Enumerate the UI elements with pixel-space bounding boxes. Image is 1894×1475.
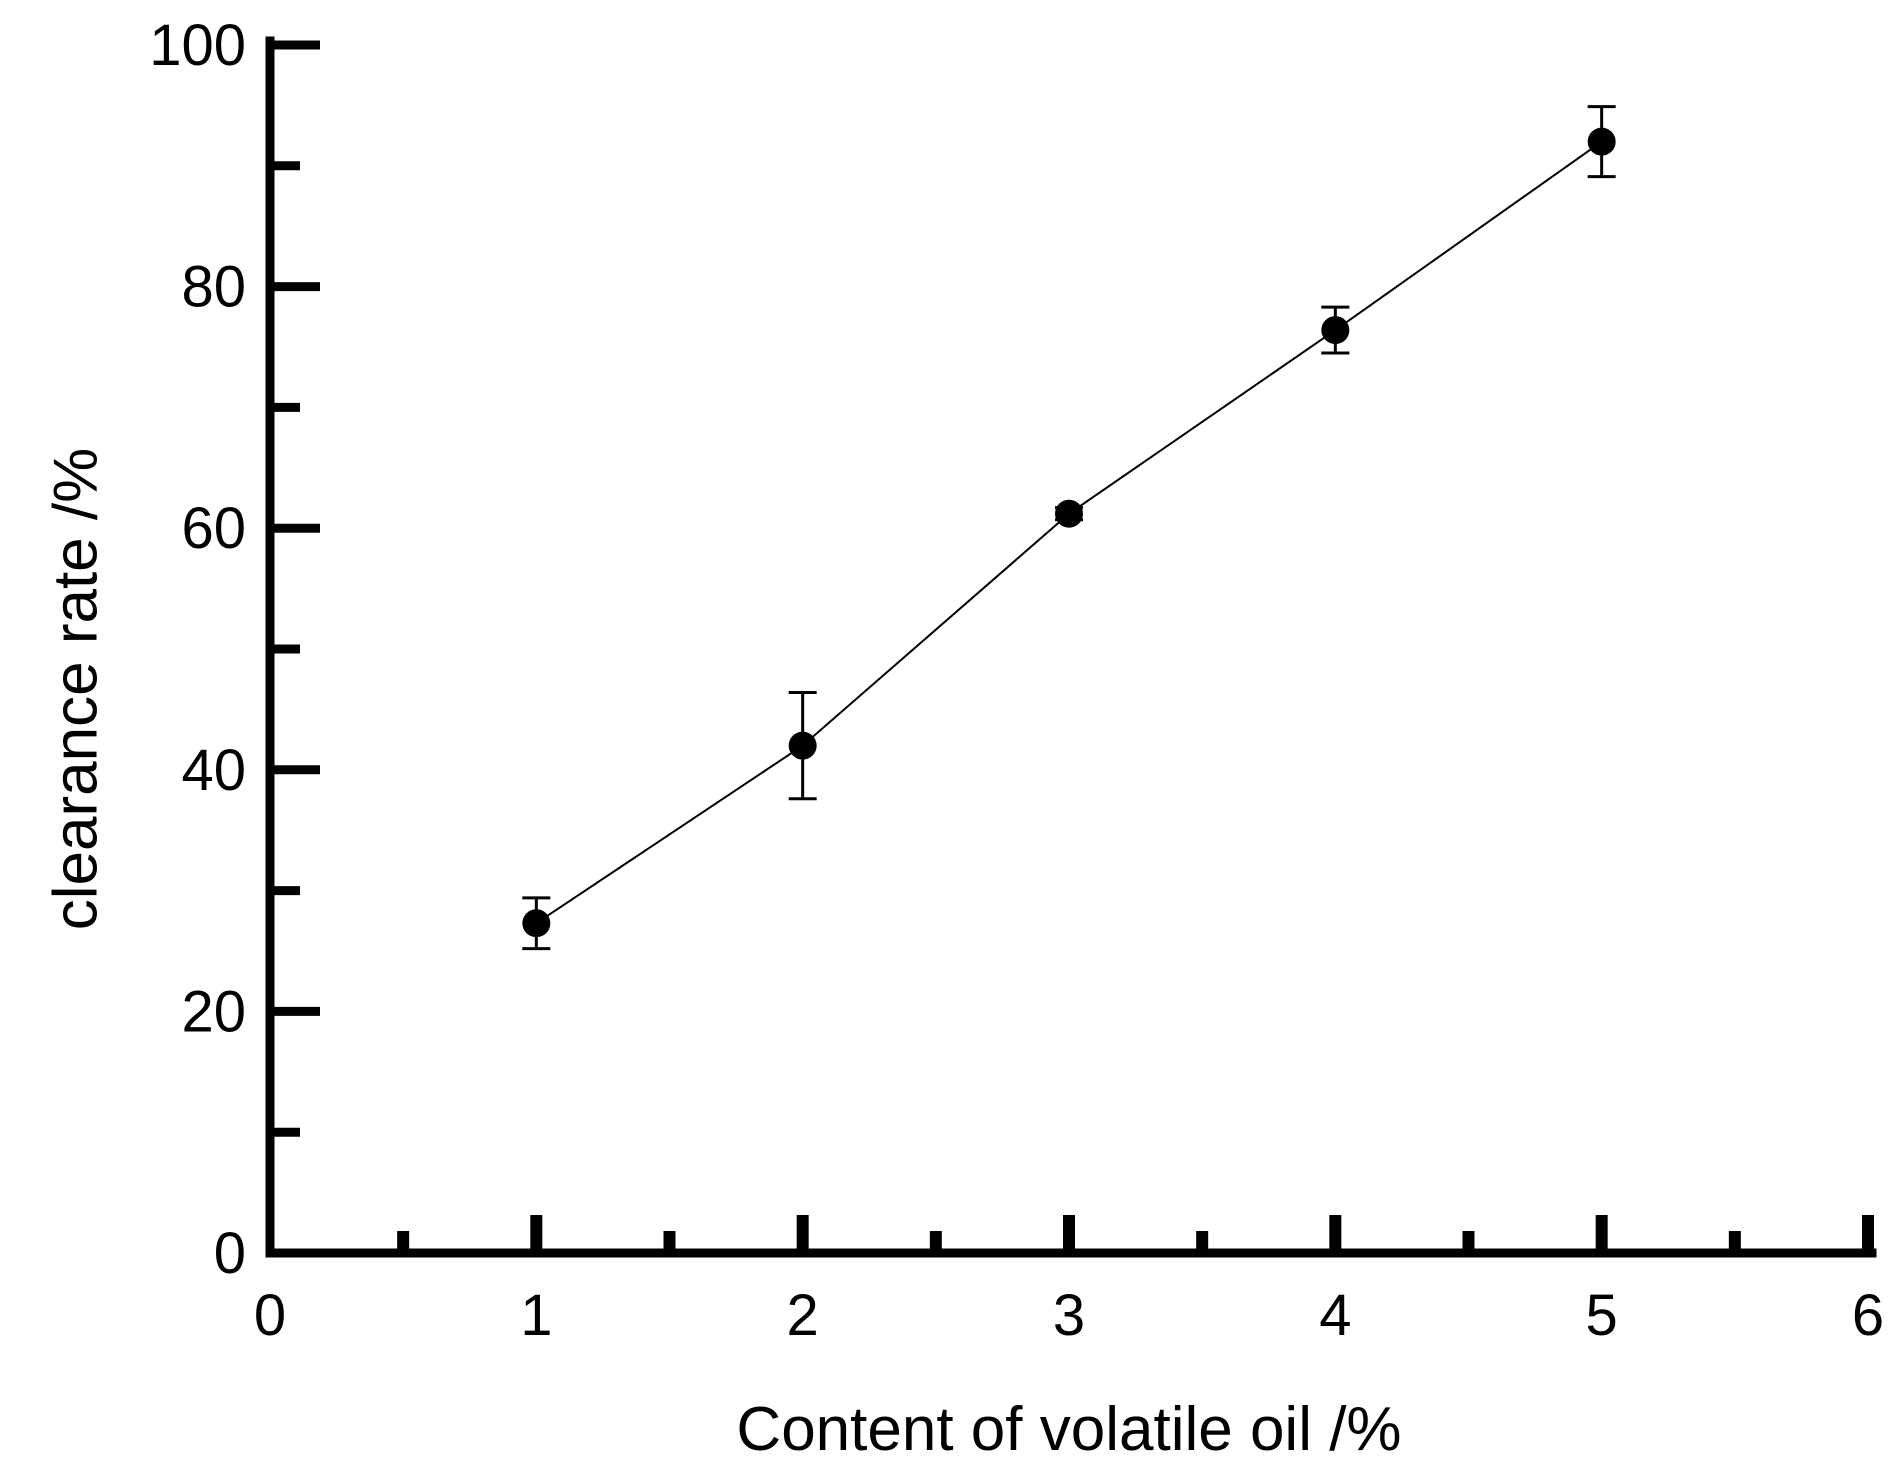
y-tick-label: 100 (149, 13, 246, 78)
x-tick-label: 1 (520, 1283, 552, 1348)
y-axis-title: clearance rate /% (41, 448, 110, 930)
data-point (1055, 499, 1083, 528)
y-tick-label: 0 (214, 1221, 246, 1286)
data-point (1587, 127, 1616, 156)
y-tick-label: 40 (181, 738, 246, 803)
axes (265, 36, 1877, 1258)
data-point (1321, 316, 1350, 345)
x-axis-title: Content of volatile oil /% (736, 1395, 1401, 1464)
y-tick-label: 20 (181, 979, 246, 1044)
series-line (535, 140, 1603, 925)
series-line-group (535, 140, 1603, 925)
ticks (270, 40, 1874, 1253)
x-tick-label: 4 (1319, 1283, 1351, 1348)
x-tick-label: 2 (787, 1283, 819, 1348)
x-tick-label: 5 (1586, 1283, 1618, 1348)
x-tick-label: 3 (1053, 1283, 1085, 1348)
x-tick-label: 0 (254, 1283, 286, 1348)
x-tick-label: 6 (1852, 1283, 1884, 1348)
y-tick-label: 60 (181, 496, 246, 561)
data-points (522, 127, 1616, 938)
data-point (788, 731, 817, 760)
data-point (522, 909, 551, 938)
y-tick-label: 80 (181, 255, 246, 320)
